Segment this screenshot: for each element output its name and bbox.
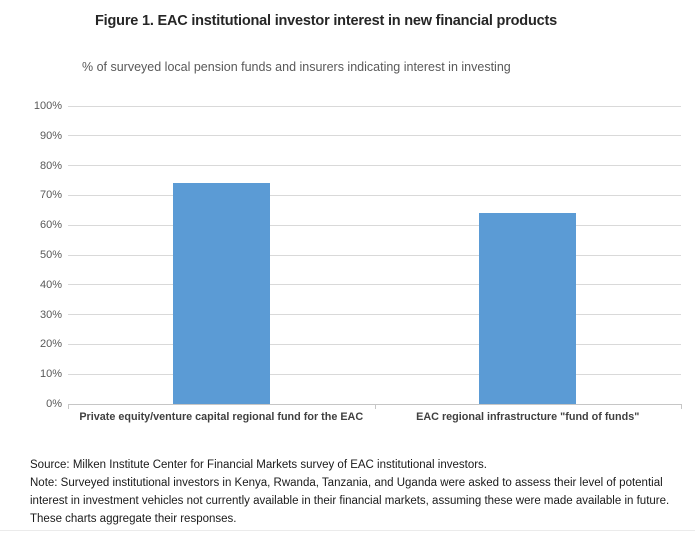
gridline-40 — [68, 284, 681, 286]
gridline-90 — [68, 135, 681, 137]
gridline-50 — [68, 254, 681, 256]
gridline-80 — [68, 165, 681, 167]
gridline-100 — [68, 105, 681, 107]
x-category-2: EAC regional infrastructure "fund of fun… — [375, 411, 682, 423]
y-tick-label-80: 80% — [39, 159, 62, 172]
y-tick-label-90: 90% — [39, 129, 62, 142]
source-note: Source: Milken Institute Center for Fina… — [30, 459, 487, 471]
bar-2 — [479, 213, 577, 404]
x-axis-tick-2 — [681, 404, 682, 409]
category-label: Private equity/venture capital regional … — [79, 411, 364, 423]
method-note: Note: Surveyed institutional investors i… — [30, 477, 670, 525]
y-tick-label-100: 100% — [33, 100, 62, 112]
gridline-10 — [68, 373, 681, 375]
gridline-60 — [68, 224, 681, 226]
bar-1 — [172, 183, 270, 404]
y-tick-label-60: 60% — [39, 219, 62, 232]
gridline-20 — [68, 343, 681, 345]
category-label: EAC regional infrastructure "fund of fun… — [416, 411, 640, 423]
y-tick-label-40: 40% — [39, 278, 62, 291]
y-tick-label-20: 20% — [39, 338, 62, 351]
y-tick-label-50: 50% — [39, 249, 62, 261]
x-category-1: Private equity/venture capital regional … — [68, 411, 375, 423]
bottom-divider — [0, 530, 695, 531]
figure-title: Figure 1. EAC institutional investor int… — [95, 13, 557, 29]
figure-subtitle: % of surveyed local pension funds and in… — [82, 60, 511, 74]
x-axis-tick-0 — [68, 404, 69, 409]
y-tick-label-70: 70% — [39, 189, 62, 202]
gridline-70 — [68, 194, 681, 196]
gridline-30 — [68, 314, 681, 316]
footnotes: Source: Milken Institute Center for Fina… — [30, 456, 678, 528]
y-tick-label-10: 10% — [39, 368, 62, 381]
y-tick-label-0: 0% — [46, 398, 62, 410]
x-axis-tick-1 — [374, 404, 376, 409]
y-tick-label-30: 30% — [39, 308, 62, 321]
